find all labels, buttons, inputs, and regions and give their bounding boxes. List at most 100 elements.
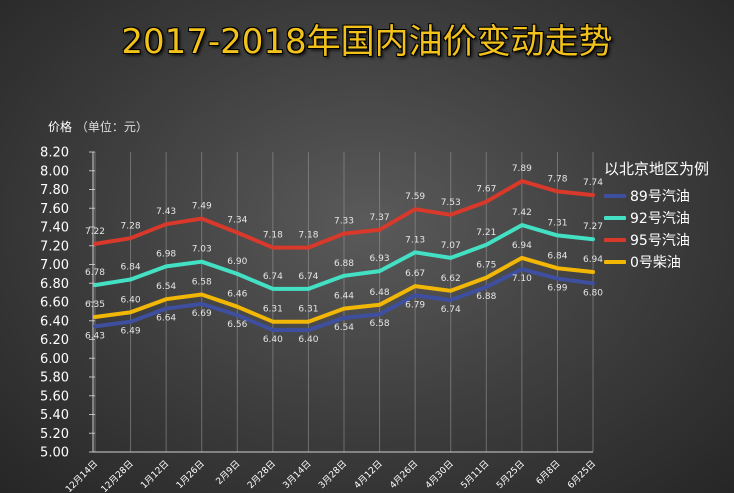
data-label: 7.21 <box>476 228 496 238</box>
chart-title: 2017-2018年国内油价变动走势 <box>121 22 613 62</box>
data-label: 6.90 <box>227 257 247 267</box>
y-tick-label: 7.00 <box>40 258 69 273</box>
y-tick-label: 7.60 <box>40 202 69 217</box>
data-label: 7.89 <box>512 164 532 174</box>
y-tick-label: 6.00 <box>40 352 69 367</box>
legend-item-92: 92号汽油 <box>604 207 709 229</box>
y-tick-label: 7.20 <box>40 239 69 254</box>
data-label: 6.74 <box>263 272 283 282</box>
data-label: 7.74 <box>583 178 603 188</box>
data-label: 6.67 <box>405 269 425 279</box>
y-axis-unit: （单位：元） <box>75 120 148 134</box>
data-label: 6.75 <box>476 261 496 271</box>
x-tick-label: 1月12日 <box>139 458 172 491</box>
data-label: 6.99 <box>547 284 567 294</box>
data-label: 7.53 <box>441 198 461 208</box>
data-label: 7.10 <box>512 274 532 284</box>
data-label: 6.48 <box>370 288 390 298</box>
data-label: 6.74 <box>441 305 461 315</box>
data-label: 6.31 <box>263 305 283 315</box>
legend-title: 以北京地区为例 <box>604 160 710 178</box>
data-label: 6.80 <box>583 288 603 298</box>
y-tick-label: 6.60 <box>40 296 69 311</box>
data-label: 7.18 <box>298 231 318 241</box>
x-tick-label: 5月25日 <box>494 458 527 491</box>
data-label: 6.44 <box>334 292 354 302</box>
y-tick-label: 5.20 <box>40 427 69 442</box>
data-label: 7.13 <box>405 235 425 245</box>
series-line-1 <box>93 223 595 291</box>
x-tick-label: 4月12日 <box>352 458 385 491</box>
data-label: 6.54 <box>334 323 354 333</box>
data-label: 7.31 <box>547 218 567 228</box>
data-label: 7.27 <box>583 222 603 232</box>
legend-swatch-95 <box>604 238 626 242</box>
legend-label-92: 92号汽油 <box>630 211 690 227</box>
y-tick-label: 5.60 <box>40 389 69 404</box>
y-axis-label: 价格 <box>48 120 73 134</box>
x-tick-label: 2月28日 <box>245 458 278 491</box>
data-label: 7.07 <box>441 241 461 251</box>
data-label: 6.94 <box>512 241 532 251</box>
legend-item-diesel: 0号柴油 <box>604 251 709 273</box>
data-label: 6.84 <box>121 263 141 273</box>
data-label: 7.03 <box>192 245 212 255</box>
y-tick-label: 6.20 <box>40 333 69 348</box>
legend-item-89: 89号汽油 <box>604 185 709 207</box>
data-label: 6.79 <box>405 300 425 310</box>
x-tick-label: 6月8日 <box>534 458 563 487</box>
x-tick-label: 3月28日 <box>316 458 349 491</box>
legend-swatch-diesel <box>604 260 626 264</box>
y-axis-title: 价格 （单位：元） <box>48 118 148 135</box>
x-tick-label: 4月26日 <box>388 458 421 491</box>
data-label: 6.74 <box>298 272 318 282</box>
legend-swatch-89 <box>604 194 626 198</box>
y-tick-label: 5.40 <box>40 408 69 423</box>
y-tick-label: 6.80 <box>40 277 69 292</box>
legend-swatch-92 <box>604 216 626 220</box>
data-label: 7.33 <box>334 217 354 227</box>
data-label: 7.28 <box>121 221 141 231</box>
data-label: 6.58 <box>370 319 390 329</box>
x-tick-label: 2月9日 <box>214 458 243 487</box>
legend-label-95: 95号汽油 <box>630 233 690 249</box>
data-label: 6.58 <box>192 278 212 288</box>
data-label: 7.42 <box>512 208 532 218</box>
data-label: 6.54 <box>156 282 176 292</box>
data-label: 6.62 <box>441 274 461 284</box>
data-label: 6.46 <box>227 290 247 300</box>
data-label: 6.40 <box>263 335 283 345</box>
data-label: 7.78 <box>547 174 567 184</box>
data-label: 6.43 <box>85 331 105 341</box>
data-label: 6.31 <box>298 305 318 315</box>
x-tick-label: 1月26日 <box>174 458 207 491</box>
data-label: 6.49 <box>121 327 141 337</box>
data-label: 6.84 <box>547 251 567 261</box>
data-label: 6.88 <box>334 259 354 269</box>
data-label: 6.98 <box>156 249 176 259</box>
data-label: 6.94 <box>583 255 603 265</box>
data-label: 7.67 <box>476 185 496 195</box>
legend-label-89: 89号汽油 <box>630 189 690 205</box>
y-tick-label: 8.00 <box>40 164 69 179</box>
x-tick-label: 4月30日 <box>423 458 456 491</box>
series-line-0 <box>93 267 595 333</box>
data-label: 7.43 <box>156 207 176 217</box>
x-tick-label: 3月14日 <box>281 458 314 491</box>
data-label: 6.93 <box>370 254 390 264</box>
data-label: 7.49 <box>192 202 212 212</box>
series-line-2 <box>93 179 595 250</box>
y-tick-label: 8.20 <box>40 146 69 161</box>
x-tick-label: 5月11日 <box>459 458 492 491</box>
data-label: 6.35 <box>85 300 105 310</box>
data-label: 6.40 <box>298 335 318 345</box>
data-label: 7.37 <box>370 213 390 223</box>
data-label: 6.56 <box>227 320 247 330</box>
data-label: 7.22 <box>85 227 105 237</box>
legend-item-95: 95号汽油 <box>604 229 709 251</box>
y-tick-label: 7.80 <box>40 183 69 198</box>
y-tick-label: 6.40 <box>40 314 69 329</box>
data-label: 6.88 <box>476 292 496 302</box>
data-label: 7.59 <box>405 192 425 202</box>
data-label: 6.40 <box>121 295 141 305</box>
